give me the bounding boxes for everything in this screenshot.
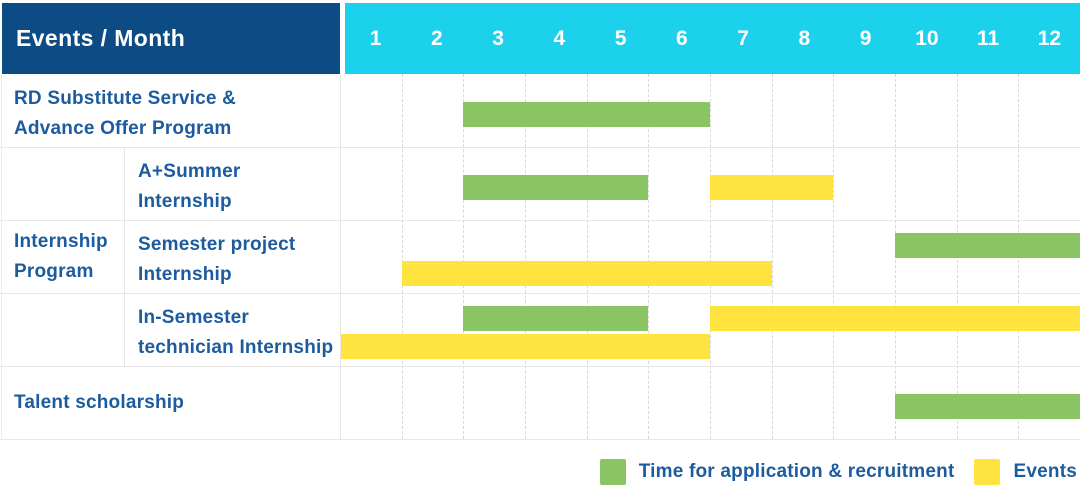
- row-label-talent-scholarship: Talent scholarship: [2, 366, 340, 439]
- row-label-line: Internship: [138, 191, 232, 212]
- chart-row-semester-project: [340, 220, 1080, 293]
- table-bottom-border: [0, 439, 1080, 440]
- row-label-line: RD Substitute Service &: [14, 88, 237, 109]
- events-month-header-label: Events / Month: [16, 25, 186, 51]
- events-color-swatch: [974, 459, 1001, 485]
- legend-label-events: Events: [1013, 461, 1077, 482]
- events-month-header-cell: Events / Month: [2, 3, 340, 74]
- month-header-label: 4: [553, 26, 566, 50]
- group-sublabel-separator: [124, 147, 125, 366]
- month-header-label: 11: [977, 26, 1000, 50]
- gantt-bar-events: [401, 261, 772, 286]
- chart-row-rd-substitute: [340, 74, 1080, 147]
- gantt-bar-application: [463, 102, 710, 127]
- month-gridline: [771, 74, 773, 439]
- legend-item-events: Events: [974, 459, 1077, 485]
- group-label-line: Internship: [14, 230, 108, 252]
- gantt-bar-application: [895, 394, 1080, 419]
- legend: Time for application & recruitment Event…: [599, 456, 1077, 488]
- legend-label-application: Time for application & recruitment: [638, 461, 955, 482]
- group-label-internship-program: Internship Program: [2, 147, 124, 366]
- row-separator: [0, 147, 1080, 148]
- month-gridline: [401, 74, 403, 439]
- row-separator: [0, 293, 1080, 294]
- month-gridline: [586, 74, 588, 439]
- row-label-line: technician Internship: [138, 337, 334, 358]
- row-label-line: In-Semester: [138, 307, 249, 328]
- month-header-label: 9: [859, 26, 872, 50]
- row-label-line: Internship: [138, 264, 232, 285]
- month-gridline: [833, 74, 835, 439]
- row-separator: [0, 366, 1080, 367]
- month-header-label: 8: [798, 26, 811, 50]
- row-label-semester-project-internship: Semester project Internship: [124, 220, 340, 293]
- row-label-rd-substitute: RD Substitute Service & Advance Offer Pr…: [2, 74, 340, 147]
- month-header-label: 6: [676, 26, 688, 50]
- group-label-line: Program: [14, 260, 94, 282]
- row-separator: [0, 220, 1080, 221]
- chart-row-in-semester-technician: [340, 293, 1080, 366]
- legend-item-application: Time for application & recruitment: [599, 459, 955, 485]
- row-label-a-plus-summer-internship: A+Summer Internship: [124, 147, 340, 220]
- gantt-bar-events: [710, 306, 1080, 331]
- month-header-label: 7: [737, 26, 749, 50]
- label-chart-separator: [340, 74, 341, 440]
- month-header-label: 5: [614, 26, 627, 50]
- gantt-bar-events: [340, 334, 710, 359]
- row-label-line: Advance Offer Program: [14, 118, 232, 139]
- row-label-line: Talent scholarship: [14, 391, 185, 413]
- gantt-bar-application: [895, 233, 1080, 258]
- month-header-label: 2: [431, 26, 443, 50]
- table-left-border: [1, 74, 2, 440]
- month-header-row: 1 2 3 4 5 6 7 8 9 10 11 12: [345, 3, 1080, 74]
- application-color-swatch: [599, 459, 626, 485]
- row-label-line: A+Summer: [138, 161, 241, 182]
- month-header-label: 10: [915, 26, 939, 50]
- month-gridline: [525, 74, 526, 439]
- row-label-line: Semester project: [138, 234, 296, 255]
- month-header-label: 3: [492, 26, 504, 50]
- chart-row-talent-scholarship: [340, 366, 1080, 439]
- chart-row-a-plus-summer: [340, 147, 1080, 220]
- month-gridline: [648, 74, 650, 439]
- month-header-label: 12: [1037, 26, 1062, 50]
- gantt-bar-application: [463, 175, 649, 200]
- month-gridline: [463, 74, 465, 439]
- gantt-bar-events: [710, 175, 834, 200]
- row-label-in-semester-technician-internship: In-Semester technician Internship: [124, 293, 340, 366]
- month-header-label: 1: [369, 26, 382, 50]
- month-gridline: [710, 74, 711, 439]
- gantt-bar-application: [463, 306, 649, 331]
